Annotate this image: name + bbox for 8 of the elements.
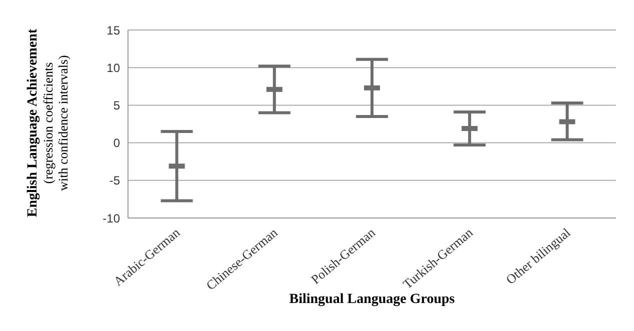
y-tick-label: 15 <box>106 23 120 38</box>
y-tick-label: -10 <box>102 211 120 226</box>
y-tick-label: 0 <box>113 136 120 150</box>
y-tick-label: 5 <box>113 98 120 112</box>
x-axis-title: Bilingual Language Groups <box>289 292 456 307</box>
y-tick-label: 10 <box>106 60 120 75</box>
y-axis-title: English Language Achievement (regression coefficients with confidence intervals) <box>26 28 70 218</box>
y-tick-label: -5 <box>109 174 120 188</box>
